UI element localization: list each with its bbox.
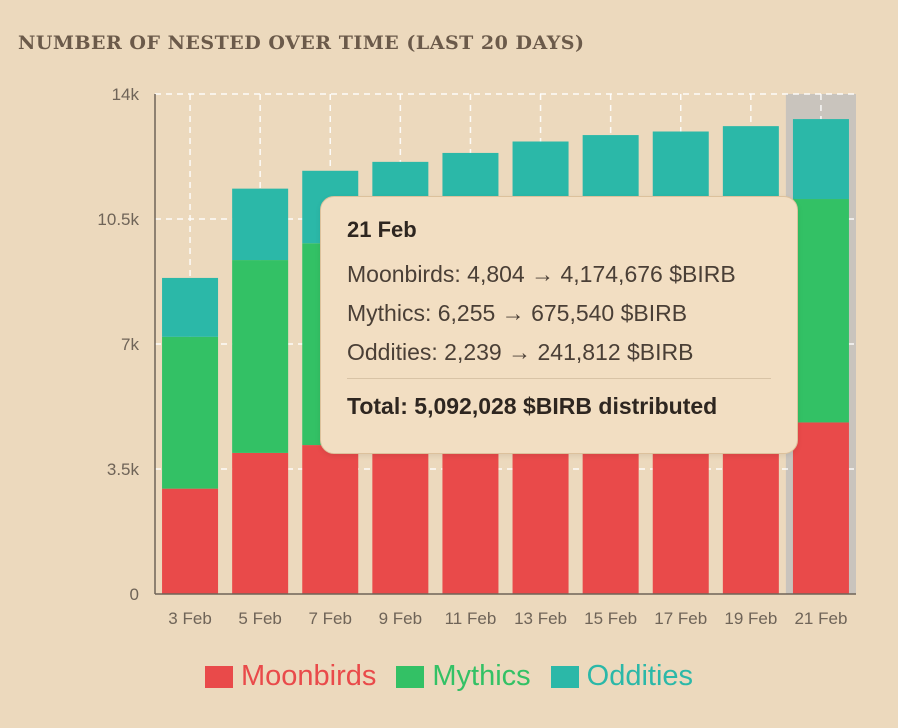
bar-oddities-21-feb[interactable]: [792, 119, 849, 200]
legend-swatch-mythics: [396, 665, 425, 688]
legend-item-moonbirds[interactable]: Moonbirds: [204, 660, 377, 693]
bar-moonbirds-7-feb[interactable]: [302, 445, 359, 594]
bar-moonbirds-15-feb[interactable]: [582, 429, 639, 594]
bar-mythics-3-feb[interactable]: [162, 336, 219, 489]
y-tick-label: 14k: [112, 85, 140, 104]
bar-moonbirds-9-feb[interactable]: [372, 440, 429, 594]
legend-item-oddities[interactable]: Oddities: [550, 660, 694, 693]
x-tick-label: 3 Feb: [168, 609, 211, 628]
x-tick-label: 15 Feb: [584, 609, 637, 628]
x-tick-label: 21 Feb: [794, 609, 847, 628]
chart-tooltip: 21 Feb Moonbirds: 4,804 → 4,174,676 $BIR…: [320, 196, 798, 454]
y-tick-label: 10.5k: [97, 210, 139, 229]
tooltip-oddities-line: Oddities: 2,239 → 241,812 $BIRB: [347, 339, 694, 365]
x-tick-label: 5 Feb: [238, 609, 281, 628]
legend-swatch-oddities: [550, 665, 579, 688]
x-tick-label: 11 Feb: [445, 609, 497, 628]
tooltip-total: Total: 5,092,028 $BIRB distributed: [347, 393, 718, 419]
legend-label-moonbirds: Moonbirds: [240, 660, 377, 692]
bar-mythics-5-feb[interactable]: [232, 260, 289, 453]
x-tick-label: 19 Feb: [724, 609, 777, 628]
bar-moonbirds-11-feb[interactable]: [442, 436, 499, 594]
tooltip-divider: [347, 378, 771, 379]
chart-legend: Moonbirds Mythics Oddities: [0, 660, 898, 693]
tooltip-date: 21 Feb: [347, 217, 417, 242]
bar-moonbirds-5-feb[interactable]: [232, 452, 289, 594]
bar-oddities-3-feb[interactable]: [162, 277, 219, 337]
legend-label-mythics: Mythics: [432, 660, 531, 692]
tooltip-moonbirds-line: Moonbirds: 4,804 → 4,174,676 $BIRB: [347, 261, 736, 287]
x-tick-label: 7 Feb: [309, 609, 352, 628]
legend-swatch-moonbirds: [204, 665, 233, 688]
x-tick-label: 9 Feb: [379, 609, 422, 628]
y-tick-label: 3.5k: [107, 460, 140, 479]
legend-item-mythics[interactable]: Mythics: [396, 660, 531, 693]
legend-label-oddities: Oddities: [586, 660, 694, 692]
bar-moonbirds-17-feb[interactable]: [652, 427, 709, 594]
bar-moonbirds-21-feb[interactable]: [792, 422, 849, 594]
y-tick-label: 7k: [121, 335, 139, 354]
bar-mythics-21-feb[interactable]: [792, 199, 849, 423]
x-tick-label: 17 Feb: [654, 609, 707, 628]
chart-title: NUMBER OF NESTED OVER TIME (LAST 20 DAYS…: [18, 32, 585, 54]
tooltip-mythics-line: Mythics: 6,255 → 675,540 $BIRB: [347, 300, 688, 326]
bar-moonbirds-13-feb[interactable]: [512, 432, 569, 594]
y-tick-label: 0: [130, 585, 139, 604]
bar-moonbirds-3-feb[interactable]: [162, 488, 219, 594]
x-tick-label: 13 Feb: [514, 609, 567, 628]
bar-oddities-19-feb[interactable]: [722, 126, 779, 207]
bar-oddities-5-feb[interactable]: [232, 188, 289, 261]
